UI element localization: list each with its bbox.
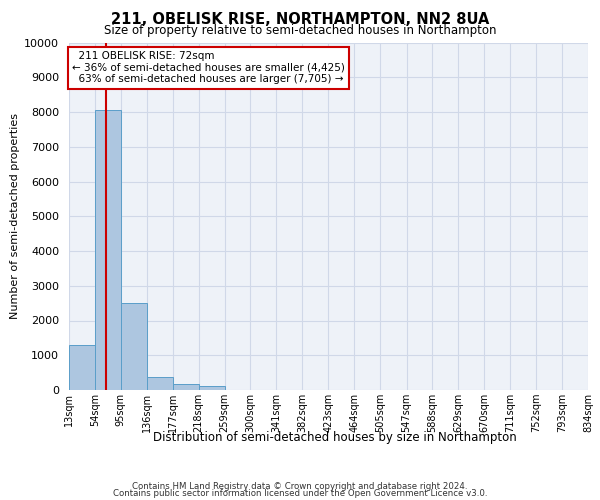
Text: 211 OBELISK RISE: 72sqm
← 36% of semi-detached houses are smaller (4,425)
  63% : 211 OBELISK RISE: 72sqm ← 36% of semi-de… <box>72 51 345 84</box>
Y-axis label: Number of semi-detached properties: Number of semi-detached properties <box>10 114 20 320</box>
Bar <box>95 110 121 390</box>
Text: 211, OBELISK RISE, NORTHAMPTON, NN2 8UA: 211, OBELISK RISE, NORTHAMPTON, NN2 8UA <box>111 12 489 28</box>
Bar <box>173 384 199 390</box>
Bar <box>199 386 224 390</box>
Bar <box>121 303 147 390</box>
Text: Size of property relative to semi-detached houses in Northampton: Size of property relative to semi-detach… <box>104 24 496 37</box>
Bar <box>69 345 95 390</box>
Text: Contains public sector information licensed under the Open Government Licence v3: Contains public sector information licen… <box>113 489 487 498</box>
Text: Distribution of semi-detached houses by size in Northampton: Distribution of semi-detached houses by … <box>153 431 517 444</box>
Text: Contains HM Land Registry data © Crown copyright and database right 2024.: Contains HM Land Registry data © Crown c… <box>132 482 468 491</box>
Bar <box>147 377 173 390</box>
